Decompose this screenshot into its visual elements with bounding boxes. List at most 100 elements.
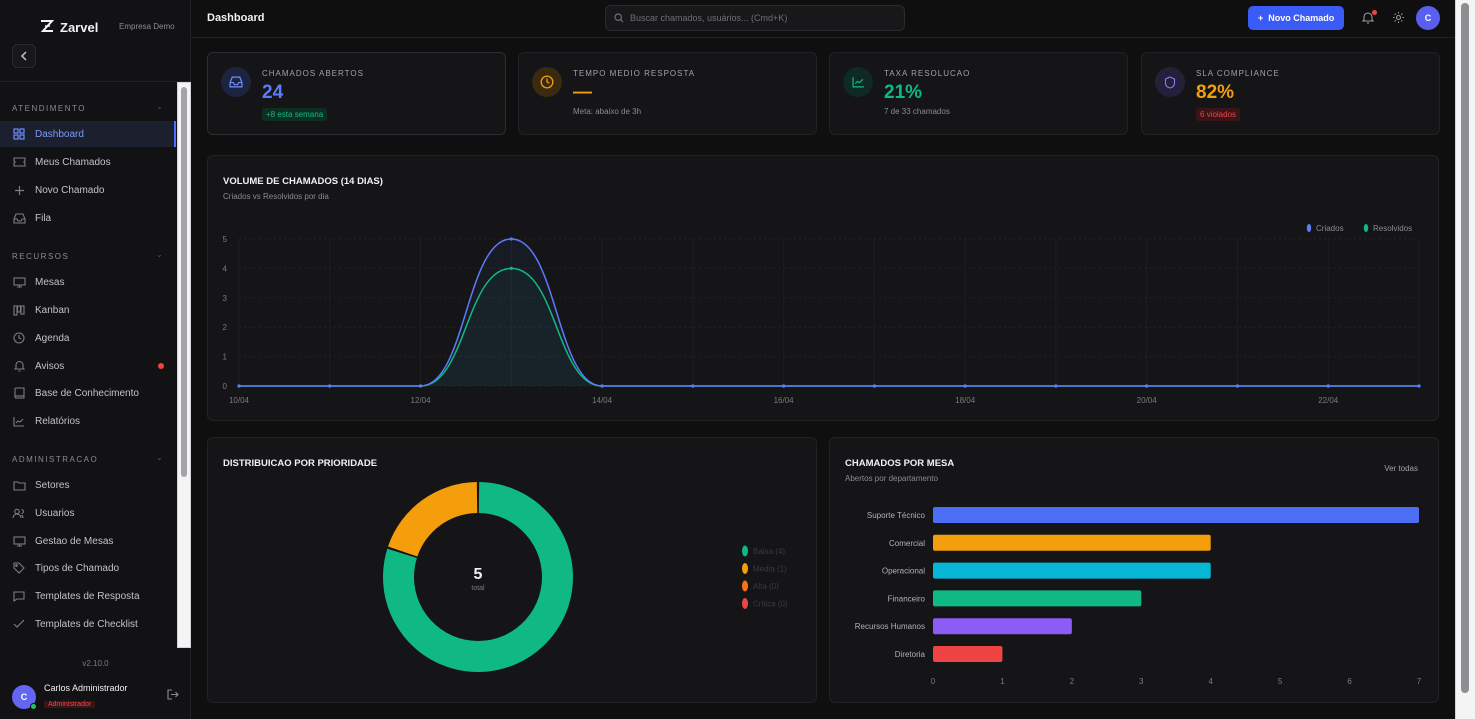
logout-button[interactable]	[167, 689, 179, 703]
bar-category-label: Recursos Humanos	[855, 622, 925, 631]
y-tick-label: 0	[223, 382, 228, 391]
chevron-left-icon	[20, 51, 27, 61]
sidebar-item-agenda[interactable]: Agenda	[0, 325, 176, 351]
top-header: Dashboard + Novo Chamado C	[191, 0, 1455, 38]
monitor-icon	[12, 534, 26, 548]
chevron-down-icon[interactable]: ⌄	[156, 102, 163, 111]
sidebar-item-gestao-de-mesas[interactable]: Gestao de Mesas	[0, 528, 176, 554]
sidebar-item-setores[interactable]: Setores	[0, 472, 176, 498]
stat-card-tempo-medio-resposta[interactable]: TEMPO MEDIO RESPOSTA — Meta: abaixo de 3…	[518, 52, 817, 135]
sidebar-item-novo-chamado[interactable]: Novo Chamado	[0, 177, 176, 203]
ticket-icon	[12, 155, 26, 169]
notifications-bell-icon[interactable]	[1361, 11, 1375, 29]
plus-icon: +	[1258, 13, 1264, 23]
check-icon	[12, 617, 26, 631]
section-title-atendimento: ATENDIMENTO	[12, 104, 86, 113]
shield-icon	[1155, 67, 1185, 97]
stat-card-taxa-resolucao[interactable]: TAXA RESOLUCAO 21% 7 de 33 chamados	[829, 52, 1128, 135]
desks-chart-card: CHAMADOS POR MESA Abertos por departamen…	[829, 437, 1439, 703]
stat-badge: +8 esta semana	[262, 108, 328, 121]
clock-icon	[12, 331, 26, 345]
sidebar-item-fila[interactable]: Fila	[0, 205, 176, 231]
data-point-criados	[691, 384, 695, 388]
section-title-recursos: RECURSOS	[12, 252, 70, 261]
y-tick-label: 1	[223, 353, 228, 362]
stat-value: 24	[262, 82, 284, 103]
sidebar-item-kanban[interactable]: Kanban	[0, 297, 176, 323]
user-profile[interactable]: C Carlos Administrador Administrador	[12, 683, 128, 711]
brand-logo[interactable]: Zarvel	[40, 19, 98, 35]
bar-category-label: Financeiro	[888, 594, 926, 603]
user-avatar-button[interactable]: C	[1416, 6, 1440, 30]
sidebar-item-base-de-conhecimento[interactable]: Base de Conhecimento	[0, 380, 176, 406]
main-scrollbar-thumb[interactable]	[1461, 3, 1469, 693]
legend-swatch	[1306, 224, 1312, 232]
volume-line-chart: 0 1 2 3 4 5 10/04 12/04 14/04 16/04 18/04 20/04 22/0…	[223, 224, 1421, 405]
main-scrollbar[interactable]	[1455, 0, 1475, 719]
stat-card-sla-compliance[interactable]: SLA COMPLIANCE 82% 6 violados	[1141, 52, 1440, 135]
legend-label: Resolvidos	[1373, 224, 1412, 233]
sidebar-item-usuarios[interactable]: Usuarios	[0, 500, 176, 526]
settings-gear-icon[interactable]	[1392, 11, 1405, 29]
stat-card-chamados-abertos[interactable]: CHAMADOS ABERTOS 24 +8 esta semana	[207, 52, 506, 135]
bell-icon	[12, 359, 26, 373]
plus-icon	[12, 183, 26, 197]
series-area-criados	[239, 239, 1419, 386]
legend-label: Criados	[1316, 224, 1344, 233]
inbox-icon	[12, 211, 26, 225]
sidebar-scrollbar-thumb[interactable]	[181, 87, 187, 477]
sidebar-item-avisos[interactable]: Avisos	[0, 353, 176, 379]
tag-icon	[12, 561, 26, 575]
stat-value: 21%	[884, 82, 923, 103]
search-box[interactable]	[605, 5, 905, 31]
data-point-criados	[872, 384, 876, 388]
volume-chart-card: VOLUME DE CHAMADOS (14 DIAS) Criados vs …	[207, 155, 1439, 421]
chevron-down-icon[interactable]: ⌄	[156, 453, 163, 462]
brand-name: Zarvel	[60, 19, 99, 35]
collapse-sidebar-button[interactable]	[12, 44, 36, 68]
sidebar-item-templates-de-resposta[interactable]: Templates de Resposta	[0, 583, 176, 609]
sidebar-item-relatorios[interactable]: Relatórios	[0, 408, 176, 434]
y-tick-label: 4	[223, 264, 228, 273]
users-icon	[12, 506, 26, 520]
trend-icon	[843, 67, 873, 97]
user-role-badge: Administrador	[44, 701, 96, 708]
sidebar-item-templates-de-checklist[interactable]: Templates de Checklist	[0, 611, 176, 637]
legend-swatch	[742, 563, 748, 574]
see-all-link[interactable]: Ver todas	[1384, 464, 1418, 473]
legend-label: Baixa (4)	[753, 547, 785, 556]
stat-value: 82%	[1196, 82, 1235, 103]
data-point-criados	[509, 237, 513, 241]
data-point-criados	[1145, 384, 1149, 388]
legend-label: Media (1)	[753, 565, 787, 574]
search-input[interactable]	[630, 13, 890, 23]
series-area-resolvidos	[239, 268, 1419, 386]
sidebar-item-mesas[interactable]: Mesas	[0, 269, 176, 295]
stat-label: SLA COMPLIANCE	[1196, 69, 1280, 78]
sidebar-nav: ATENDIMENTO ⌄ Dashboard Meus Chamados No…	[0, 92, 191, 648]
data-point-criados	[1054, 384, 1058, 388]
section-title-administracao: ADMINISTRACAO	[12, 455, 99, 464]
sidebar-scrollbar[interactable]	[177, 82, 191, 648]
sidebar-divider	[0, 81, 191, 82]
stat-label: CHAMADOS ABERTOS	[262, 69, 364, 78]
x-tick-label: 1	[1000, 677, 1005, 686]
bar-comercial	[933, 534, 1211, 551]
x-tick-label: 2	[1070, 677, 1075, 686]
new-ticket-button[interactable]: + Novo Chamado	[1248, 6, 1345, 30]
data-point-criados	[418, 384, 423, 388]
x-tick-label: 6	[1347, 677, 1352, 686]
sidebar-item-meus-chamados[interactable]: Meus Chamados	[0, 149, 176, 175]
chevron-down-icon[interactable]: ⌄	[156, 250, 163, 259]
stat-label: TAXA RESOLUCAO	[884, 69, 971, 78]
sidebar-item-label: Relatórios	[35, 415, 81, 427]
sidebar-item-tipos-de-chamado[interactable]: Tipos de Chamado	[0, 555, 176, 581]
data-point-criados	[782, 384, 786, 388]
bar-operacional	[933, 562, 1211, 579]
sidebar-item-dashboard[interactable]: Dashboard	[0, 121, 176, 147]
logout-icon	[167, 689, 179, 700]
bar-recursos-humanos	[933, 618, 1072, 635]
priority-chart-card: DISTRIBUICAO POR PRIORIDADE 5 total Baixa …	[207, 437, 817, 703]
monitor-icon	[12, 275, 26, 289]
legend-swatch	[742, 598, 748, 609]
